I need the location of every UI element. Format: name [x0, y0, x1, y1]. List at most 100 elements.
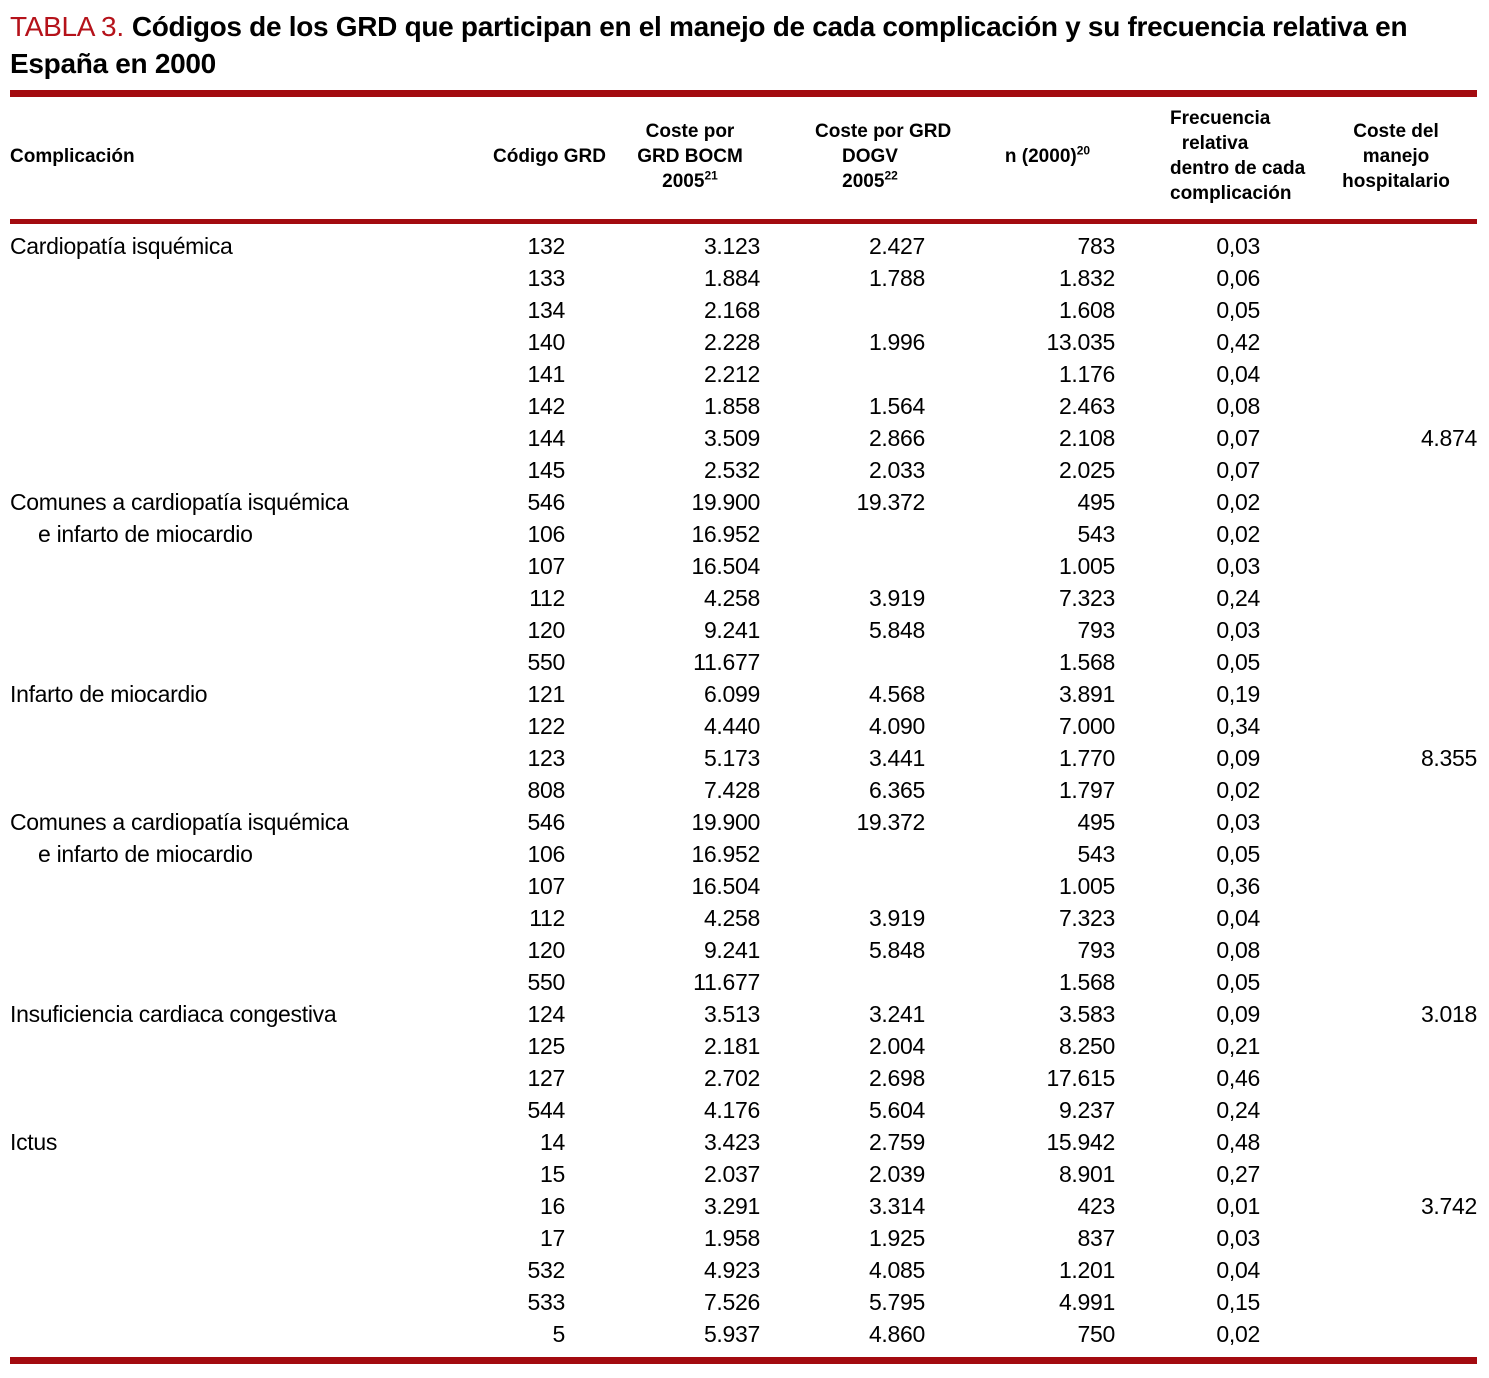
table-caption: Códigos de los GRD que participan en el …	[10, 11, 1408, 79]
complicacion-cell	[10, 710, 438, 742]
col-header-coste-dogv: Coste por GRD DOGV 200522	[760, 97, 951, 224]
coste-bocm-cell: 5.173	[703, 744, 760, 771]
codigo-grd-cell: 107	[527, 872, 565, 899]
n-2000-cell: 8.250	[1058, 1032, 1115, 1059]
n-2000-cell: 793	[1077, 616, 1115, 643]
coste-manejo-cell	[1260, 1158, 1477, 1190]
coste-bocm-cell: 7.526	[703, 1288, 760, 1315]
codigo-grd-cell: 122	[527, 712, 565, 739]
complicacion-cell: Ictus	[10, 1128, 58, 1155]
frecuencia-cell: 0,05	[1216, 968, 1260, 995]
coste-bocm-cell: 2.532	[703, 456, 760, 483]
coste-manejo-cell	[1260, 1062, 1477, 1094]
table-row: 16 3.291 3.314 423 0,01 3.742	[10, 1190, 1477, 1222]
codigo-grd-cell: 125	[527, 1032, 565, 1059]
codigo-grd-cell: 107	[527, 552, 565, 579]
n-2000-cell: 13.035	[1046, 328, 1115, 355]
codigo-grd-cell: 532	[527, 1256, 565, 1283]
coste-manejo-cell	[1260, 646, 1477, 678]
n-2000-cell: 3.583	[1058, 1000, 1115, 1027]
frecuencia-cell: 0,05	[1216, 840, 1260, 867]
n-2000-cell: 543	[1077, 520, 1115, 547]
n-2000-cell: 8.901	[1058, 1160, 1115, 1187]
coste-dogv-cell	[760, 294, 925, 326]
frecuencia-cell: 0,34	[1216, 712, 1260, 739]
complicacion-cell	[10, 454, 438, 486]
coste-manejo-cell	[1260, 838, 1477, 870]
frecuencia-cell: 0,04	[1216, 1256, 1260, 1283]
table-number-label: TABLA 3.	[10, 11, 124, 42]
coste-bocm-cell: 3.123	[703, 232, 760, 259]
table-header-row: Complicación Código GRD Coste por GRD BOCM 2…	[10, 97, 1477, 224]
complicacion-cell: Comunes a cardiopatía isquémica	[10, 488, 349, 515]
table-row: 140 2.228 1.996 13.035 0,42	[10, 326, 1477, 358]
frecuencia-cell: 0,15	[1216, 1288, 1260, 1315]
table-row: e infarto de miocardio 106 16.952 543 0,05	[10, 838, 1477, 870]
table-row: 112 4.258 3.919 7.323 0,04	[10, 902, 1477, 934]
complicacion-cell	[10, 1030, 438, 1062]
n-2000-cell: 1.005	[1058, 872, 1115, 899]
coste-dogv-cell: 5.848	[868, 936, 925, 963]
coste-bocm-cell: 4.923	[703, 1256, 760, 1283]
complicacion-cell: e infarto de miocardio	[38, 840, 253, 867]
n-2000-cell: 7.323	[1058, 584, 1115, 611]
codigo-grd-cell: 127	[527, 1064, 565, 1091]
n-2000-cell: 15.942	[1046, 1128, 1115, 1155]
codigo-grd-cell: 5	[552, 1320, 566, 1347]
frecuencia-cell: 0,06	[1216, 264, 1260, 291]
col-header-codigo-grd: Código GRD	[438, 97, 606, 224]
coste-bocm-cell: 1.858	[703, 392, 760, 419]
coste-bocm-cell: 16.504	[691, 552, 760, 579]
table-row: 144 3.509 2.866 2.108 0,07 4.874	[10, 422, 1477, 454]
frecuencia-cell: 0,42	[1216, 328, 1260, 355]
codigo-grd-cell: 133	[527, 264, 565, 291]
complicacion-cell	[10, 1286, 438, 1318]
coste-dogv-cell: 1.788	[868, 264, 925, 291]
col-header-coste-bocm: Coste por GRD BOCM 200521	[565, 97, 760, 224]
codigo-grd-cell: 550	[527, 968, 565, 995]
coste-manejo-cell	[1260, 710, 1477, 742]
coste-dogv-cell	[760, 550, 925, 582]
coste-dogv-cell: 2.039	[868, 1160, 925, 1187]
coste-bocm-cell: 2.037	[703, 1160, 760, 1187]
frecuencia-cell: 0,03	[1216, 616, 1260, 643]
table-row: Ictus 14 3.423 2.759 15.942 0,48	[10, 1126, 1477, 1158]
footnote-ref: 20	[1076, 143, 1091, 158]
table-title: TABLA 3. Códigos de los GRD que participa…	[10, 8, 1440, 82]
n-2000-cell: 1.176	[1058, 360, 1115, 387]
coste-manejo-cell	[1260, 390, 1477, 422]
frecuencia-cell: 0,03	[1216, 232, 1260, 259]
coste-manejo-cell	[1260, 774, 1477, 806]
coste-dogv-cell	[760, 966, 925, 998]
coste-manejo-cell	[1260, 1286, 1477, 1318]
n-2000-cell: 1.608	[1058, 296, 1115, 323]
codigo-grd-cell: 141	[527, 360, 565, 387]
complicacion-cell	[10, 1318, 438, 1350]
codigo-grd-cell: 550	[527, 648, 565, 675]
frecuencia-cell: 0,02	[1216, 488, 1260, 515]
n-2000-cell: 1.568	[1058, 648, 1115, 675]
codigo-grd-cell: 120	[527, 936, 565, 963]
complicacion-cell	[10, 1190, 438, 1222]
coste-dogv-cell: 6.365	[868, 776, 925, 803]
coste-bocm-cell: 3.509	[703, 424, 760, 451]
table-row: 107 16.504 1.005 0,03	[10, 550, 1477, 582]
codigo-grd-cell: 121	[527, 680, 565, 707]
coste-manejo-cell	[1260, 486, 1477, 518]
coste-manejo-cell	[1260, 678, 1477, 710]
codigo-grd-cell: 132	[527, 232, 565, 259]
coste-dogv-cell	[760, 870, 925, 902]
col-header-coste-manejo: Coste del manejo hospitalario	[1260, 97, 1477, 224]
frecuencia-cell: 0,03	[1216, 552, 1260, 579]
table-row: 532 4.923 4.085 1.201 0,04	[10, 1254, 1477, 1286]
table-row: 142 1.858 1.564 2.463 0,08	[10, 390, 1477, 422]
n-2000-cell: 1.832	[1058, 264, 1115, 291]
coste-bocm-cell: 9.241	[703, 616, 760, 643]
coste-bocm-cell: 4.258	[703, 904, 760, 931]
table-row: 122 4.440 4.090 7.000 0,34	[10, 710, 1477, 742]
coste-manejo-cell	[1260, 934, 1477, 966]
frecuencia-cell: 0,27	[1216, 1160, 1260, 1187]
frecuencia-cell: 0,03	[1216, 808, 1260, 835]
n-2000-cell: 1.005	[1058, 552, 1115, 579]
